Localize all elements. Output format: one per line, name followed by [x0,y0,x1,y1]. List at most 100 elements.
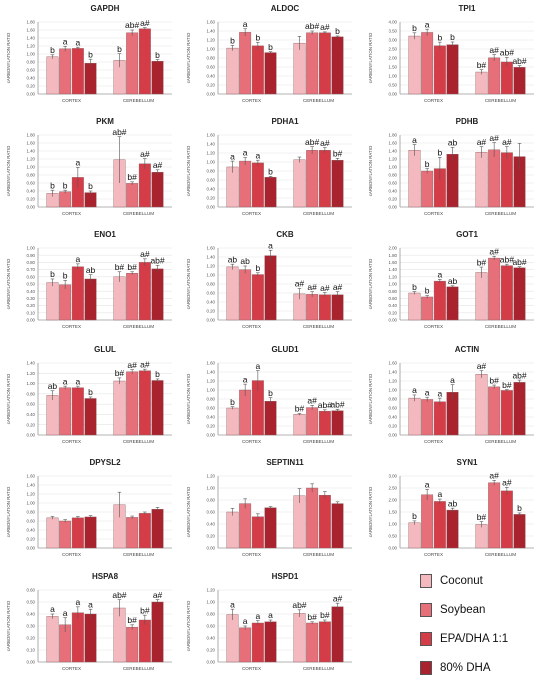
y-tick-label: 0.40 [206,522,215,527]
y-tick-label: 1.40 [26,483,35,488]
y-axis-label: cARBONYLATION RATIO [186,145,191,196]
bar-soybean-cortex [421,494,434,549]
bar-coconut-cerebellum [113,276,126,321]
bar-coconut-cortex [408,292,421,321]
chart-title: GLUL [94,345,116,354]
bar-epa-dha-1-1-cerebellum [138,28,151,95]
y-tick-label: 1.20 [26,44,35,49]
bar-80-dha-cerebellum [331,410,344,436]
significance-label: a# [140,149,150,159]
y-axis-label: cARBONYLATION RATIO [6,32,11,83]
y-axis-label: cARBONYLATION RATIO [368,486,373,537]
significance-label: b [425,286,430,296]
bar-epa-dha-1-1-cerebellum [500,390,513,436]
significance-label: b# [115,368,125,378]
y-tick-label: 0.40 [26,289,35,294]
bar-epa-dha-1-1-cerebellum [138,370,151,436]
chart-panel-ckb: CKB 0.00 0.20 0.40 0.60 0.80 1.00 1.20 1.40 1.60 c… [186,230,352,329]
chart-title: HSPA8 [92,572,119,581]
x-category-label: CORTEX [424,324,443,329]
significance-label: a [63,608,68,618]
y-tick-label: 0.00 [388,546,397,551]
y-tick-label: 1.40 [388,267,397,272]
significance-label: b# [127,615,137,625]
y-tick-label: 1.20 [206,151,215,156]
y-tick-label: 2.00 [388,56,397,61]
bar-epa-dha-1-1-cortex [251,622,264,663]
bar-80-dha-cortex [84,398,97,436]
x-category-label: CEREBELLUM [485,324,516,329]
significance-label: a [425,19,430,29]
bar-80-dha-cerebellum [513,514,526,549]
x-category-label: CEREBELLUM [303,439,334,444]
y-tick-label: 0.80 [388,289,397,294]
bar-soybean-cortex [421,170,434,208]
significance-label: a [243,19,248,29]
significance-label: b [50,269,55,279]
chart-panel-glud1: GLUD1 0.00 0.20 0.40 0.60 0.80 1.00 1.20 1.40 1.6… [186,345,352,444]
chart-title: ALDOC [271,4,300,13]
y-tick-label: 1.60 [388,141,397,146]
y-tick-label: 1.60 [26,474,35,479]
y-tick-label: 1.40 [26,149,35,154]
bar-soybean-cortex [59,48,72,95]
y-tick-label: 0.10 [26,310,35,315]
y-tick-label: 0.80 [26,173,35,178]
legend-swatch-80-dha [420,661,432,675]
y-tick-label: 1.00 [388,388,397,393]
significance-label: b# [127,262,137,272]
bar-coconut-cortex [226,266,239,321]
y-tick-label: 1.00 [206,47,215,52]
y-tick-label: 0.60 [206,178,215,183]
legend-label: 80% DHA [440,662,491,674]
legend-item-80-dha: 80% DHA [420,655,548,681]
bar-80-dha-cerebellum [151,61,164,95]
significance-label: b [63,271,68,281]
y-tick-label: 0.20 [206,83,215,88]
y-tick-label: 0.00 [206,660,215,665]
significance-label: b# [115,262,125,272]
significance-label: a [437,270,442,280]
significance-label: a [412,385,417,395]
y-tick-label: 0.60 [388,181,397,186]
significance-label: b# [477,512,487,522]
y-axis-label: cARBONYLATION RATIO [6,373,11,424]
y-tick-label: 1.00 [388,165,397,170]
bar-soybean-cortex [239,269,252,321]
y-tick-label: 0.00 [206,433,215,438]
significance-label: a [230,599,235,609]
y-tick-label: 0.40 [206,187,215,192]
bar-80-dha-cerebellum [331,294,344,321]
bar-80-dha-cerebellum [331,159,344,208]
y-tick-label: 1.20 [26,157,35,162]
y-tick-label: 0.30 [26,296,35,301]
significance-label: ab# [512,257,526,267]
y-tick-label: 1.20 [388,379,397,384]
significance-label: a# [153,160,163,170]
y-tick-label: 0.80 [388,397,397,402]
bar-80-dha-cortex [84,192,97,208]
bar-epa-dha-1-1-cortex [433,280,446,321]
bar-coconut-cerebellum [475,71,488,95]
significance-label: b [88,181,93,191]
bar-80-dha-cortex [264,52,277,95]
y-tick-label: 0.80 [26,60,35,65]
legend-label: EPA/DHA 1:1 [440,633,509,645]
significance-label: a [75,597,80,607]
y-tick-label: 2.00 [388,498,397,503]
significance-label: a [230,151,235,161]
bar-coconut-cortex [408,522,421,549]
y-axis-label: cARBONYLATION RATIO [186,32,191,83]
x-category-label: CEREBELLUM [485,552,516,557]
y-tick-label: 0.80 [206,169,215,174]
y-axis-label: cARBONYLATION RATIO [368,258,373,309]
bar-soybean-cortex [421,399,434,436]
significance-label: ab [240,256,250,266]
significance-label: a [88,599,93,609]
bar-soybean-cerebellum [488,149,501,208]
significance-label: a# [489,471,499,481]
y-tick-label: 1.40 [206,255,215,260]
bar-epa-dha-1-1-cerebellum [500,490,513,549]
y-tick-label: 0.20 [26,303,35,308]
y-tick-label: 1.00 [206,160,215,165]
